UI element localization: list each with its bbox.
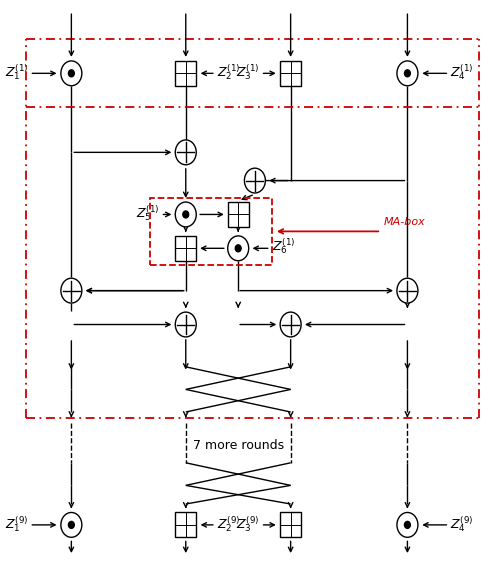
Text: $Z_2^{(9)}$: $Z_2^{(9)}$	[217, 514, 240, 534]
Circle shape	[175, 202, 196, 227]
Text: $Z_2^{(1)}$: $Z_2^{(1)}$	[217, 63, 240, 82]
Circle shape	[404, 70, 410, 77]
Circle shape	[404, 522, 410, 528]
Bar	[175, 61, 196, 86]
Circle shape	[175, 140, 196, 165]
Bar	[228, 202, 248, 227]
Text: 7 more rounds: 7 more rounds	[192, 439, 284, 453]
Circle shape	[68, 522, 74, 528]
Text: $Z_1^{(9)}$: $Z_1^{(9)}$	[5, 514, 28, 534]
Circle shape	[228, 236, 248, 260]
Circle shape	[235, 245, 241, 252]
Circle shape	[61, 61, 82, 86]
Bar	[175, 512, 196, 538]
Circle shape	[397, 512, 418, 538]
Bar	[150, 198, 272, 265]
Circle shape	[397, 278, 418, 303]
Text: $Z_1^{(1)}$: $Z_1^{(1)}$	[5, 63, 28, 82]
Bar	[280, 61, 301, 86]
Text: $Z_5^{(1)}$: $Z_5^{(1)}$	[136, 203, 160, 222]
Text: $Z_3^{(1)}$: $Z_3^{(1)}$	[236, 63, 259, 82]
Circle shape	[68, 70, 74, 77]
Circle shape	[61, 512, 82, 538]
Text: $Z_4^{(9)}$: $Z_4^{(9)}$	[450, 514, 474, 534]
Text: MA-box: MA-box	[383, 217, 426, 227]
Circle shape	[183, 211, 188, 218]
Text: $Z_6^{(1)}$: $Z_6^{(1)}$	[272, 237, 295, 256]
Circle shape	[397, 61, 418, 86]
Circle shape	[175, 312, 196, 337]
Text: $Z_3^{(9)}$: $Z_3^{(9)}$	[236, 514, 259, 534]
Bar	[280, 512, 301, 538]
Text: $Z_4^{(1)}$: $Z_4^{(1)}$	[450, 63, 474, 82]
Circle shape	[61, 278, 82, 303]
Circle shape	[280, 312, 301, 337]
Bar	[175, 236, 196, 260]
Circle shape	[245, 168, 265, 193]
